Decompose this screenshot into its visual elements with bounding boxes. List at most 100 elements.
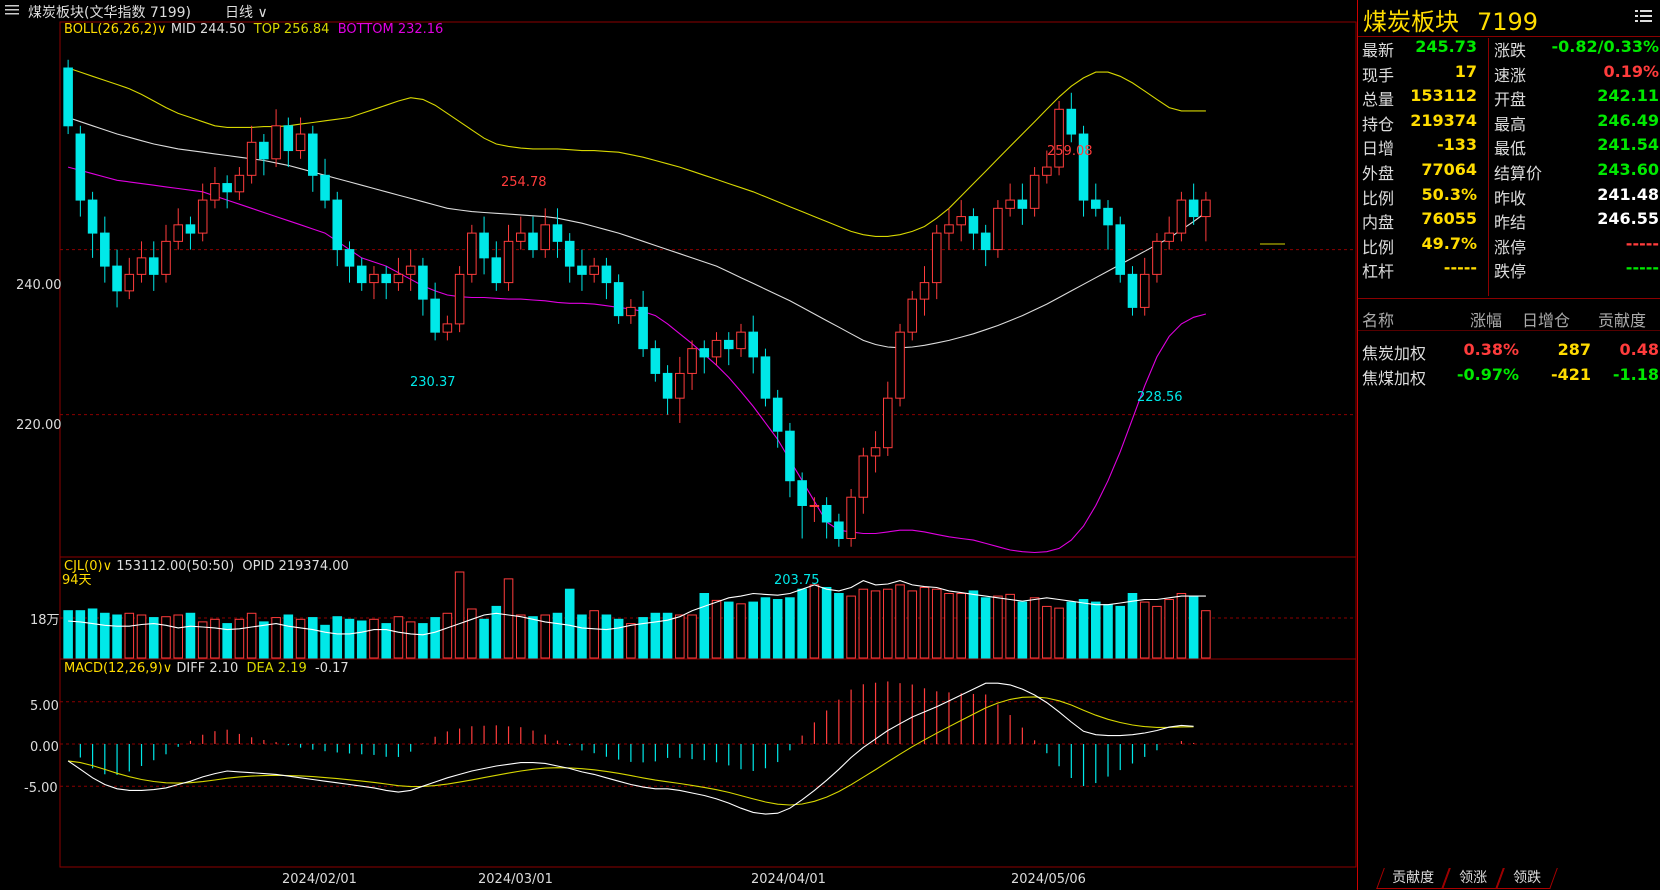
macd-header[interactable]: MACD(12,26,9)∨ DIFF 2.10 DEA 2.19 -0.17 (64, 661, 349, 676)
candle-body (222, 183, 232, 193)
boll-top-line (67, 67, 1206, 237)
instrument-title: 煤炭板块(文华指数 7199) (28, 5, 192, 21)
chevron-down-icon: ∨ (157, 22, 171, 37)
candle-body (430, 298, 440, 333)
volume-bar (418, 623, 428, 659)
candle-body (919, 282, 930, 300)
candle-body (870, 447, 881, 457)
candle-body (601, 265, 612, 284)
candle-body (1042, 166, 1052, 176)
volume-bar (503, 578, 514, 659)
boll-bottom: BOTTOM 232.16 (337, 22, 444, 37)
volume-bar (308, 617, 318, 659)
candle-body (687, 348, 697, 374)
quote-row: 最新 245.73 涨跌 -0.82/0.33% (1358, 37, 1660, 61)
divider (1358, 330, 1660, 331)
volume-bar (442, 612, 453, 659)
volume-bar (320, 624, 330, 659)
volume-bar (124, 612, 135, 659)
bottom-tabs: 贡献度 领涨 领跌 (1358, 868, 1660, 889)
quote-row: 持仓 219374 最高 246.49 (1358, 111, 1660, 135)
candle-body (1017, 199, 1028, 209)
volume-bar (797, 588, 807, 659)
date-axis-label: 2024/05/06 (1011, 872, 1086, 887)
candle-body (613, 282, 624, 317)
candle-body (834, 521, 844, 539)
boll-mid-line (67, 116, 1207, 349)
list-menu-icon[interactable] (1635, 8, 1653, 24)
contribution-row[interactable]: 焦煤加权 -0.97% -421 -1.18 (1358, 365, 1660, 389)
volume-bar (785, 597, 795, 659)
volume-bar (870, 590, 881, 659)
period-label: 日线 (225, 5, 253, 21)
candle-body (295, 133, 306, 152)
volume-bar (381, 623, 391, 659)
candle-body (136, 257, 147, 275)
quote-panel: 煤炭板块 7199 最新 245.73 涨跌 -0.82/0.33% 现手 17 速涨 0.19… (1357, 0, 1660, 890)
quote-label: 跌停 (1494, 262, 1527, 282)
volume-bar (931, 588, 942, 659)
tab-top-losers[interactable]: 领跌 (1496, 868, 1558, 889)
volume-bar (222, 623, 232, 659)
column-header: 日增仓 (1522, 311, 1571, 330)
candle-body (895, 331, 905, 399)
oi-change: 287 (1557, 340, 1591, 359)
quote-row: 现手 17 速涨 0.19% (1358, 62, 1660, 86)
candle-body (760, 356, 771, 399)
volume-bar (332, 616, 343, 659)
candle-body (1029, 174, 1040, 209)
boll-header[interactable]: BOLL(26,26,2)∨ MID 244.50 TOP 256.84 BOT… (64, 22, 443, 37)
candle-body (662, 372, 673, 399)
period-selector[interactable]: 日线 ∨ (225, 2, 268, 22)
quote-label: 比例 (1362, 237, 1395, 257)
candle-body (980, 232, 991, 251)
quote-label: 昨结 (1494, 213, 1527, 233)
volume-bar (161, 616, 171, 659)
candle-body (442, 323, 453, 333)
candle-body (723, 339, 734, 350)
candle-body (124, 273, 135, 292)
contribution-value: 0.48 (1619, 340, 1659, 359)
candle-body (699, 348, 710, 358)
cjl-volume: 153112.00(50:50) (116, 559, 235, 574)
cjl-header[interactable]: CJL(0)∨ 153112.00(50:50) OPID 219374.00 (64, 559, 349, 574)
date-axis-label: 2024/04/01 (751, 872, 826, 887)
candle-body (259, 141, 269, 160)
volume-bar (1029, 597, 1040, 659)
quote-value: -133 (1436, 135, 1477, 155)
volume-bar (601, 614, 612, 659)
tab-top-gainers[interactable]: 领涨 (1442, 868, 1504, 889)
volume-axis-label: 18万 (30, 613, 60, 628)
volume-bar (430, 617, 440, 659)
boll-bottom-line (67, 166, 1207, 554)
volume-bar (687, 614, 697, 659)
volume-bar (748, 601, 759, 659)
contribution-row[interactable]: 焦炭加权 0.38% 287 0.48 (1358, 340, 1660, 364)
volume-bar (821, 586, 832, 659)
candle-body (393, 273, 404, 284)
macd-axis-label: 5.00 (30, 699, 59, 714)
volume-bar (944, 593, 954, 659)
high-annotation: 254.78 (501, 175, 547, 190)
volume-bar (479, 618, 489, 659)
kline-chart[interactable] (0, 0, 1357, 890)
candle-body (234, 174, 245, 193)
quote-label: 昨收 (1494, 188, 1527, 208)
candle-body (63, 67, 73, 127)
quote-label: 日增 (1362, 139, 1395, 159)
volume-bar (650, 612, 661, 659)
candle-body (332, 199, 343, 251)
candle-body (1066, 108, 1077, 135)
volume-bar (136, 614, 147, 659)
volume-bar (63, 610, 73, 659)
volume-bar (75, 610, 86, 659)
candle-body (809, 504, 820, 507)
candle-body (528, 232, 538, 251)
quote-value: 245.73 (1415, 37, 1477, 56)
tab-contribution[interactable]: 贡献度 (1376, 868, 1450, 889)
oi-change: -421 (1550, 365, 1591, 384)
quote-label: 最新 (1362, 41, 1395, 60)
volume-bar (858, 588, 869, 659)
menu-lines-icon[interactable] (4, 3, 20, 21)
column-header: 贡献度 (1598, 311, 1647, 330)
